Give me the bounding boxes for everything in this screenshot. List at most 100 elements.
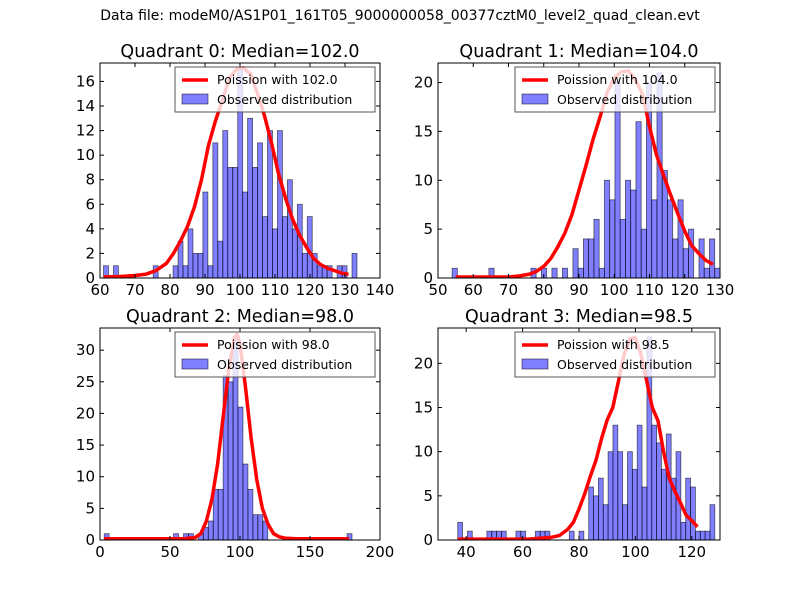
y-tick-label: 10 [414,171,433,189]
histogram-bar [561,267,569,278]
y-tick-label: 5 [85,499,95,517]
histogram-bar [568,530,575,540]
x-tick-label: 80 [534,281,553,299]
histogram-bar [544,530,551,540]
histogram-bar [282,216,288,278]
legend-bar-swatch [181,93,209,105]
histogram-bar [598,477,604,540]
x-tick-label: 80 [160,281,179,299]
y-tick-label: 15 [76,436,95,454]
histogram-bar [630,189,637,278]
legend-label-observed: Observed distribution [217,357,352,372]
legend-label-poisson: Poission with 102.0 [217,72,338,87]
histogram-bar [631,468,638,540]
y-tick-label: 5 [423,487,433,505]
histogram-bar [714,267,720,278]
legend-label-observed: Observed distribution [557,92,692,107]
histogram-bar [217,488,224,540]
histogram-bar [699,530,706,540]
histogram-bar [192,253,199,278]
subplot-quadrant-3: Quadrant 3: Median=98.5 40 60 80 100 120 0 5 10… [414,307,721,561]
x-tick-label: 70 [125,281,144,299]
histogram-bar [709,238,716,278]
axes-title: Quadrant 2: Median=98.0 [126,307,354,327]
histogram-bar [272,228,278,278]
y-tick-label: 15 [414,122,433,140]
histogram-bar [351,253,358,278]
histogram-bar [617,451,624,540]
histogram-bar [316,265,323,278]
x-tick-label: 70 [499,281,518,299]
y-tick-label: 0 [423,269,433,287]
histogram-bar [182,265,189,278]
histogram-bar [607,451,614,540]
histogram-bar [635,121,642,278]
legend: Poission with 102.0 Observed distribution [174,66,376,113]
histogram-bar [672,238,679,278]
legend-bar-swatch [521,358,549,370]
histogram-bar [572,248,579,278]
legend-label-poisson: Poission with 98.0 [217,337,330,352]
y-tick-label: 15 [414,399,433,417]
histogram-bar [500,530,507,540]
poisson-line [457,335,699,540]
histogram-bar [326,265,333,278]
legend-bar-swatch [181,358,209,370]
x-tick-label: 130 [706,281,735,299]
histogram-bar [593,218,600,278]
axes-title: Quadrant 1: Median=104.0 [459,42,698,62]
histogram-bar [622,504,628,540]
histogram-bar [656,442,662,540]
histogram-bar [651,199,658,278]
x-tick-label: 120 [677,543,706,561]
histogram-bar [197,253,204,278]
histogram-bar [242,463,249,540]
y-tick-label: 10 [414,443,433,461]
histogram-bar [703,267,710,278]
histogram-bar [640,228,647,278]
histogram-bar [262,216,268,278]
histogram-bar [665,433,672,540]
histogram-bar [217,240,224,278]
x-tick-label: 120 [670,281,699,299]
histogram-bar [242,191,249,278]
y-tick-label: 20 [414,354,433,372]
histogram-bar [227,381,234,540]
histogram-bar [207,520,214,540]
histogram-bar [578,530,585,540]
histogram-bar [301,253,308,278]
histogram-bar [252,167,258,278]
histogram-bar [207,265,214,278]
histogram-bar [627,451,633,540]
legend-bar-swatch [521,93,549,105]
x-tick-label: 150 [296,543,325,561]
histogram-bar [667,199,674,278]
histogram-bar [709,504,716,540]
y-tick-label: 0 [85,269,95,287]
plot-area [457,335,716,540]
y-tick-label: 10 [76,468,95,486]
axes-title: Quadrant 3: Median=98.5 [465,307,693,327]
x-tick-label: 40 [457,543,476,561]
histogram-bar [291,228,298,278]
histogram-bar [588,486,594,540]
histogram-bar [227,167,234,278]
x-tick-label: 100 [226,543,255,561]
histogram-bar [212,142,219,278]
y-tick-label: 4 [85,220,95,238]
histogram-bar [247,488,254,540]
histogram-bar [602,504,609,540]
histogram-bar [685,477,691,540]
x-tick-label: 80 [569,543,588,561]
histogram-bar [636,424,643,540]
y-tick-label: 16 [76,72,95,90]
histogram-bar [286,179,293,278]
axes-title: Quadrant 0: Median=102.0 [120,42,359,62]
y-tick-label: 30 [76,341,95,359]
x-tick-label: 140 [366,281,395,299]
histogram-bar [688,228,695,278]
subplot-quadrant-0: Quadrant 0: Median=102.0 60 70 80 90 100 110 1… [76,42,394,299]
histogram-bar [588,238,595,278]
y-tick-label: 12 [76,122,95,140]
